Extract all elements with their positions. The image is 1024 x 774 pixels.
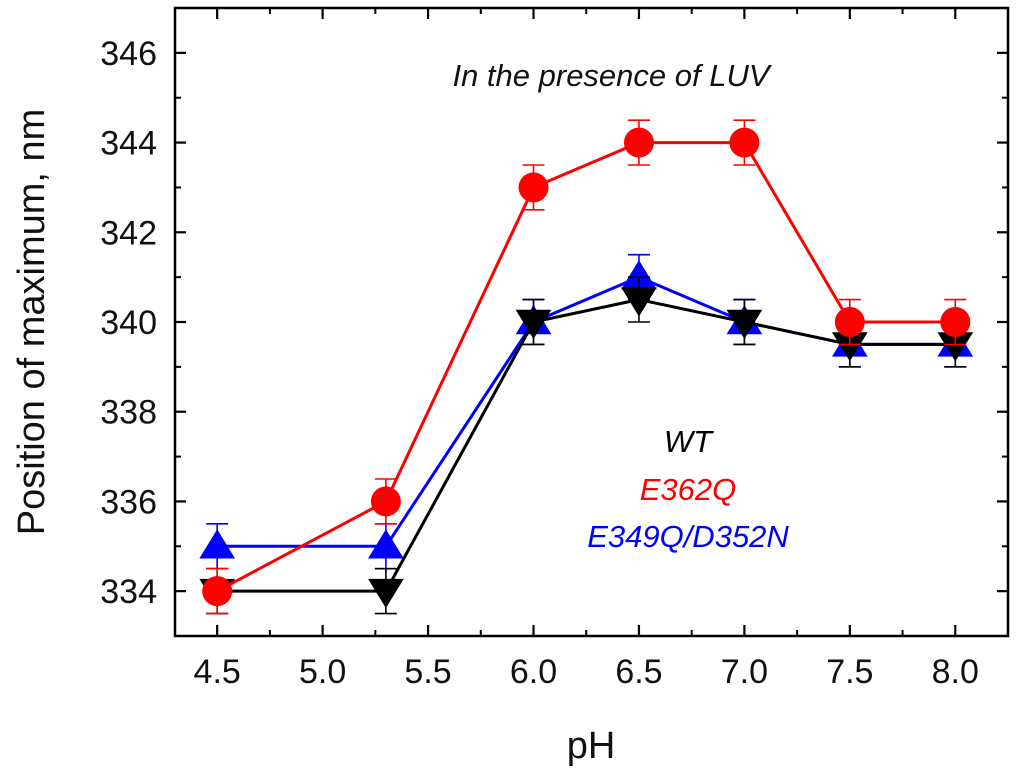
data-point <box>831 332 868 362</box>
series-e362q <box>202 119 971 615</box>
y-tick-label: 338 <box>100 394 157 432</box>
chart-annotation: In the presence of LUV <box>452 58 772 93</box>
x-tick-label: 4.5 <box>194 653 241 691</box>
data-point <box>518 172 549 203</box>
data-point <box>729 127 760 158</box>
legend: WT E362Q E349Q/D352N <box>587 424 789 554</box>
data-point <box>368 529 404 559</box>
y-axis-title: Position of maximum, nm <box>11 109 53 536</box>
y-tick-label: 334 <box>100 573 157 611</box>
data-point <box>940 307 971 337</box>
data-point <box>368 578 404 609</box>
x-axis: 4.5 5.0 5.5 6.0 6.5 7.0 7.5 8.0 <box>194 8 979 691</box>
data-point <box>623 127 654 158</box>
data-point <box>726 309 763 339</box>
data-point <box>202 576 233 607</box>
y-tick-label: 340 <box>100 304 157 342</box>
x-tick-label: 7.0 <box>721 653 768 691</box>
y-tick-label: 336 <box>100 483 157 521</box>
legend-entry-e362q: E362Q <box>640 472 737 507</box>
y-tick-label: 342 <box>100 214 157 252</box>
x-tick-label: 6.0 <box>510 653 557 691</box>
x-tick-label: 6.5 <box>615 653 662 691</box>
x-tick-label: 5.0 <box>299 653 346 691</box>
data-point <box>621 260 657 290</box>
data-point <box>370 486 401 517</box>
x-tick-label: 7.5 <box>826 653 873 691</box>
legend-entry-wt: WT <box>664 424 714 459</box>
y-tick-label: 346 <box>100 35 157 73</box>
x-tick-label: 8.0 <box>932 653 979 691</box>
y-tick-label: 344 <box>100 125 157 163</box>
x-tick-label: 5.5 <box>404 653 451 691</box>
data-point <box>199 529 236 559</box>
series-layer <box>199 119 974 615</box>
data-point <box>834 307 865 337</box>
data-point <box>621 287 657 317</box>
y-axis: 334 336 338 340 342 344 346 <box>100 7 1008 637</box>
x-axis-title: pH <box>567 725 616 767</box>
legend-entry-e349q-d352n: E349Q/D352N <box>587 519 789 554</box>
data-point <box>937 332 974 362</box>
data-point <box>515 309 552 339</box>
